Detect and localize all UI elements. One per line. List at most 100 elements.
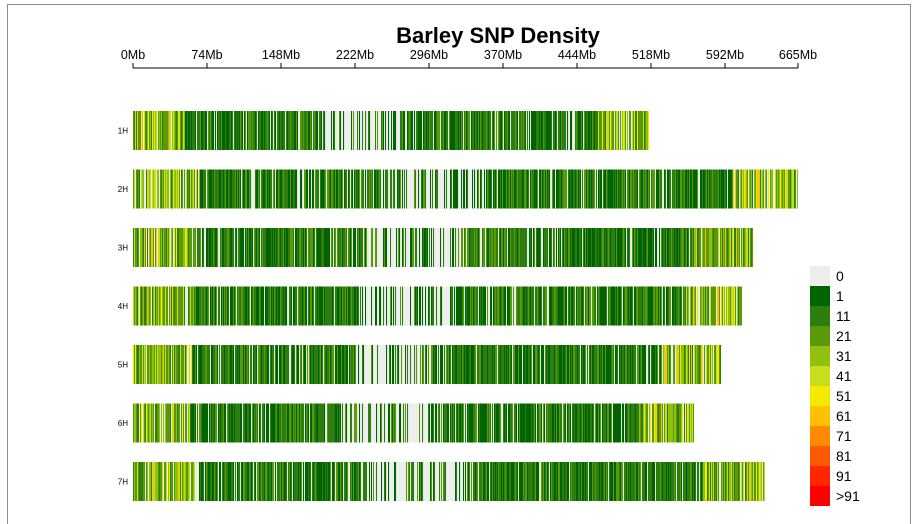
density-bin [163, 403, 165, 443]
density-bin [280, 462, 282, 501]
density-bin [507, 169, 509, 209]
density-bin [193, 228, 195, 267]
density-bin [443, 111, 445, 150]
density-bin [334, 111, 336, 150]
density-bin [642, 169, 644, 209]
density-bin [615, 111, 617, 150]
density-bin [575, 462, 577, 501]
density-bin [571, 111, 573, 150]
density-bin [600, 169, 602, 209]
density-bin [648, 169, 650, 209]
density-bin [355, 462, 357, 501]
density-bin [425, 286, 427, 326]
density-bin [164, 286, 166, 326]
density-bin [519, 286, 521, 326]
density-bin [353, 462, 355, 501]
density-bin [603, 345, 605, 384]
density-bin [652, 286, 654, 326]
density-bin [557, 462, 559, 501]
density-bin [329, 462, 331, 501]
density-bin [513, 345, 515, 384]
density-bin [479, 111, 481, 150]
density-bin [250, 228, 252, 267]
density-bin [317, 286, 319, 326]
density-bin [589, 345, 591, 384]
density-bin [195, 403, 197, 443]
density-bin [667, 345, 669, 384]
density-bin [603, 462, 605, 501]
density-bin [154, 462, 156, 501]
density-bin [597, 462, 599, 501]
density-bin [263, 169, 265, 209]
density-bin [221, 286, 223, 326]
density-bin [545, 345, 547, 384]
density-bin [297, 345, 299, 384]
density-bin [567, 462, 569, 501]
density-bin [263, 228, 265, 267]
density-bin [533, 345, 535, 384]
density-bin [667, 286, 669, 326]
density-bin [306, 462, 308, 501]
density-bin [576, 345, 578, 384]
density-bin [158, 403, 160, 443]
density-bin [571, 228, 573, 267]
density-bin [313, 286, 315, 326]
density-bin [531, 286, 533, 326]
density-bin [158, 345, 160, 384]
density-bin [713, 228, 715, 267]
density-bin [164, 111, 166, 150]
density-bin [675, 403, 677, 443]
density-bin [648, 345, 650, 384]
density-bin [316, 228, 318, 267]
density-bin [609, 345, 611, 384]
density-bin [177, 462, 179, 501]
density-bin [553, 286, 555, 326]
density-bin [236, 169, 238, 209]
density-bin [151, 111, 153, 150]
density-bin [441, 286, 443, 326]
density-bin [510, 228, 512, 267]
density-bin [278, 111, 280, 150]
density-bin [729, 169, 731, 209]
density-bin [579, 462, 581, 501]
density-bin [656, 403, 658, 443]
density-bin [508, 111, 510, 150]
density-bin [574, 345, 576, 384]
density-bin [368, 169, 370, 209]
density-bin [266, 462, 268, 501]
density-bin [314, 228, 316, 267]
density-bin [242, 169, 244, 209]
density-bin [585, 169, 587, 209]
density-bin [622, 345, 624, 384]
density-bin [644, 111, 646, 150]
density-bin [245, 345, 247, 384]
density-bin [134, 228, 136, 267]
density-bin [345, 169, 347, 209]
density-bin [502, 345, 504, 384]
density-bin [310, 286, 312, 326]
density-bin [372, 228, 374, 267]
density-bin [363, 345, 365, 384]
density-bin [563, 169, 565, 209]
density-bin [745, 169, 747, 209]
density-bin [258, 286, 260, 326]
density-bin [478, 228, 480, 267]
density-bin [592, 403, 594, 443]
density-bin [661, 403, 663, 443]
density-bin [307, 345, 309, 384]
density-bin [410, 111, 412, 150]
density-bin [737, 286, 739, 326]
density-bin [472, 403, 474, 443]
density-bin [779, 169, 781, 209]
density-bin [599, 345, 601, 384]
density-bin [599, 462, 601, 501]
density-bin [598, 228, 600, 267]
density-bin [489, 228, 491, 267]
density-bin [491, 169, 493, 209]
density-bin [581, 403, 583, 443]
density-bin [603, 228, 605, 267]
density-bin [522, 169, 524, 209]
density-bin [535, 286, 537, 326]
density-bin [247, 228, 249, 267]
density-bin [704, 169, 706, 209]
